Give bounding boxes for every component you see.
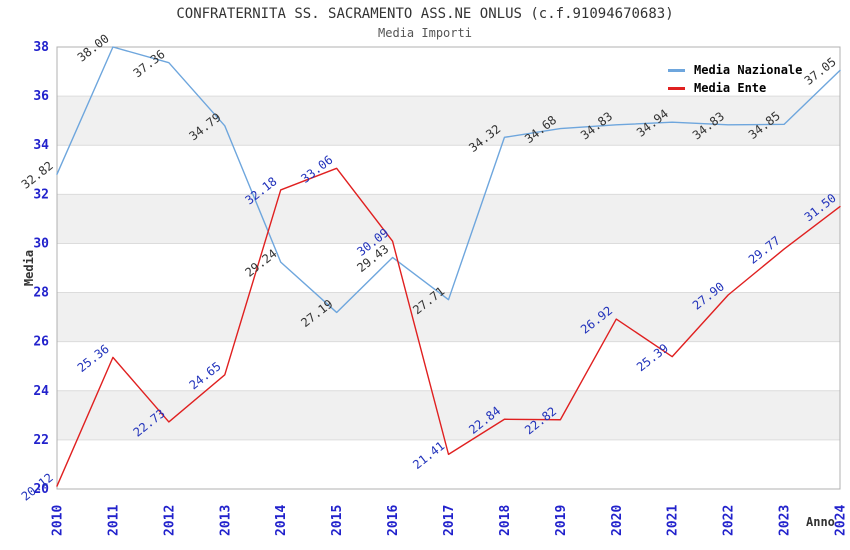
y-tick-label: 32: [33, 187, 49, 202]
value-label: 25.36: [75, 342, 112, 375]
legend-item-media-ente: Media Ente: [668, 79, 802, 97]
value-label: 21.41: [410, 439, 447, 472]
x-tick-label: 2020: [610, 505, 625, 536]
x-tick-label: 2014: [274, 505, 289, 536]
x-tick-label: 2024: [834, 505, 849, 536]
line-swatch-media-ente-icon: [668, 86, 685, 90]
x-tick-label: 2022: [722, 505, 737, 536]
x-tick-label: 2015: [330, 505, 345, 536]
x-tick-label: 2023: [778, 505, 793, 536]
value-label: 37.05: [802, 55, 839, 88]
value-label: 25.39: [634, 341, 671, 374]
y-tick-label: 28: [33, 286, 49, 301]
legend: Media Nazionale Media Ente: [668, 61, 802, 97]
y-tick-label: 20: [33, 482, 49, 497]
y-tick-label: 30: [33, 236, 49, 251]
x-axis-label: Anno: [806, 515, 835, 529]
legend-label-media-nazionale: Media Nazionale: [694, 63, 803, 77]
grid-band: [57, 194, 840, 244]
value-label: 33.06: [298, 153, 335, 186]
x-tick-label: 2017: [442, 505, 457, 536]
grid-band: [57, 390, 840, 440]
value-label: 20.12: [19, 470, 56, 503]
x-tick-label: 2018: [498, 505, 513, 536]
value-label: 29.24: [242, 246, 279, 279]
y-tick-label: 38: [33, 40, 49, 55]
plot-frame: [56, 46, 841, 490]
x-tick-label: 2011: [106, 505, 121, 536]
x-tick-label: 2021: [666, 505, 681, 536]
y-tick-label: 24: [33, 384, 49, 399]
chart-subtitle: Media Importi: [378, 26, 472, 40]
grid-band: [57, 96, 840, 146]
x-tick-label: 2010: [51, 505, 66, 536]
x-tick-label: 2016: [386, 505, 401, 536]
value-label: 24.65: [187, 359, 224, 392]
x-tick-label: 2019: [554, 505, 569, 536]
value-label: 38.00: [75, 31, 112, 64]
legend-label-media-ente: Media Ente: [694, 81, 767, 95]
value-label: 37.36: [131, 47, 168, 80]
y-tick-label: 36: [33, 89, 49, 104]
chart-title: CONFRATERNITA SS. SACRAMENTO ASS.NE ONLU…: [176, 6, 674, 22]
series-line-media-ente: [56, 167, 841, 487]
series-line-media-nazionale: [56, 46, 841, 314]
line-swatch-media-nazionale-icon: [668, 68, 685, 72]
y-tick-label: 22: [33, 433, 49, 448]
x-tick-label: 2012: [162, 505, 177, 536]
y-tick-label: 34: [33, 138, 49, 153]
legend-item-media-nazionale: Media Nazionale: [668, 61, 802, 79]
x-tick-label: 2013: [218, 505, 233, 536]
y-tick-label: 26: [33, 335, 49, 350]
grid-band: [57, 292, 840, 342]
